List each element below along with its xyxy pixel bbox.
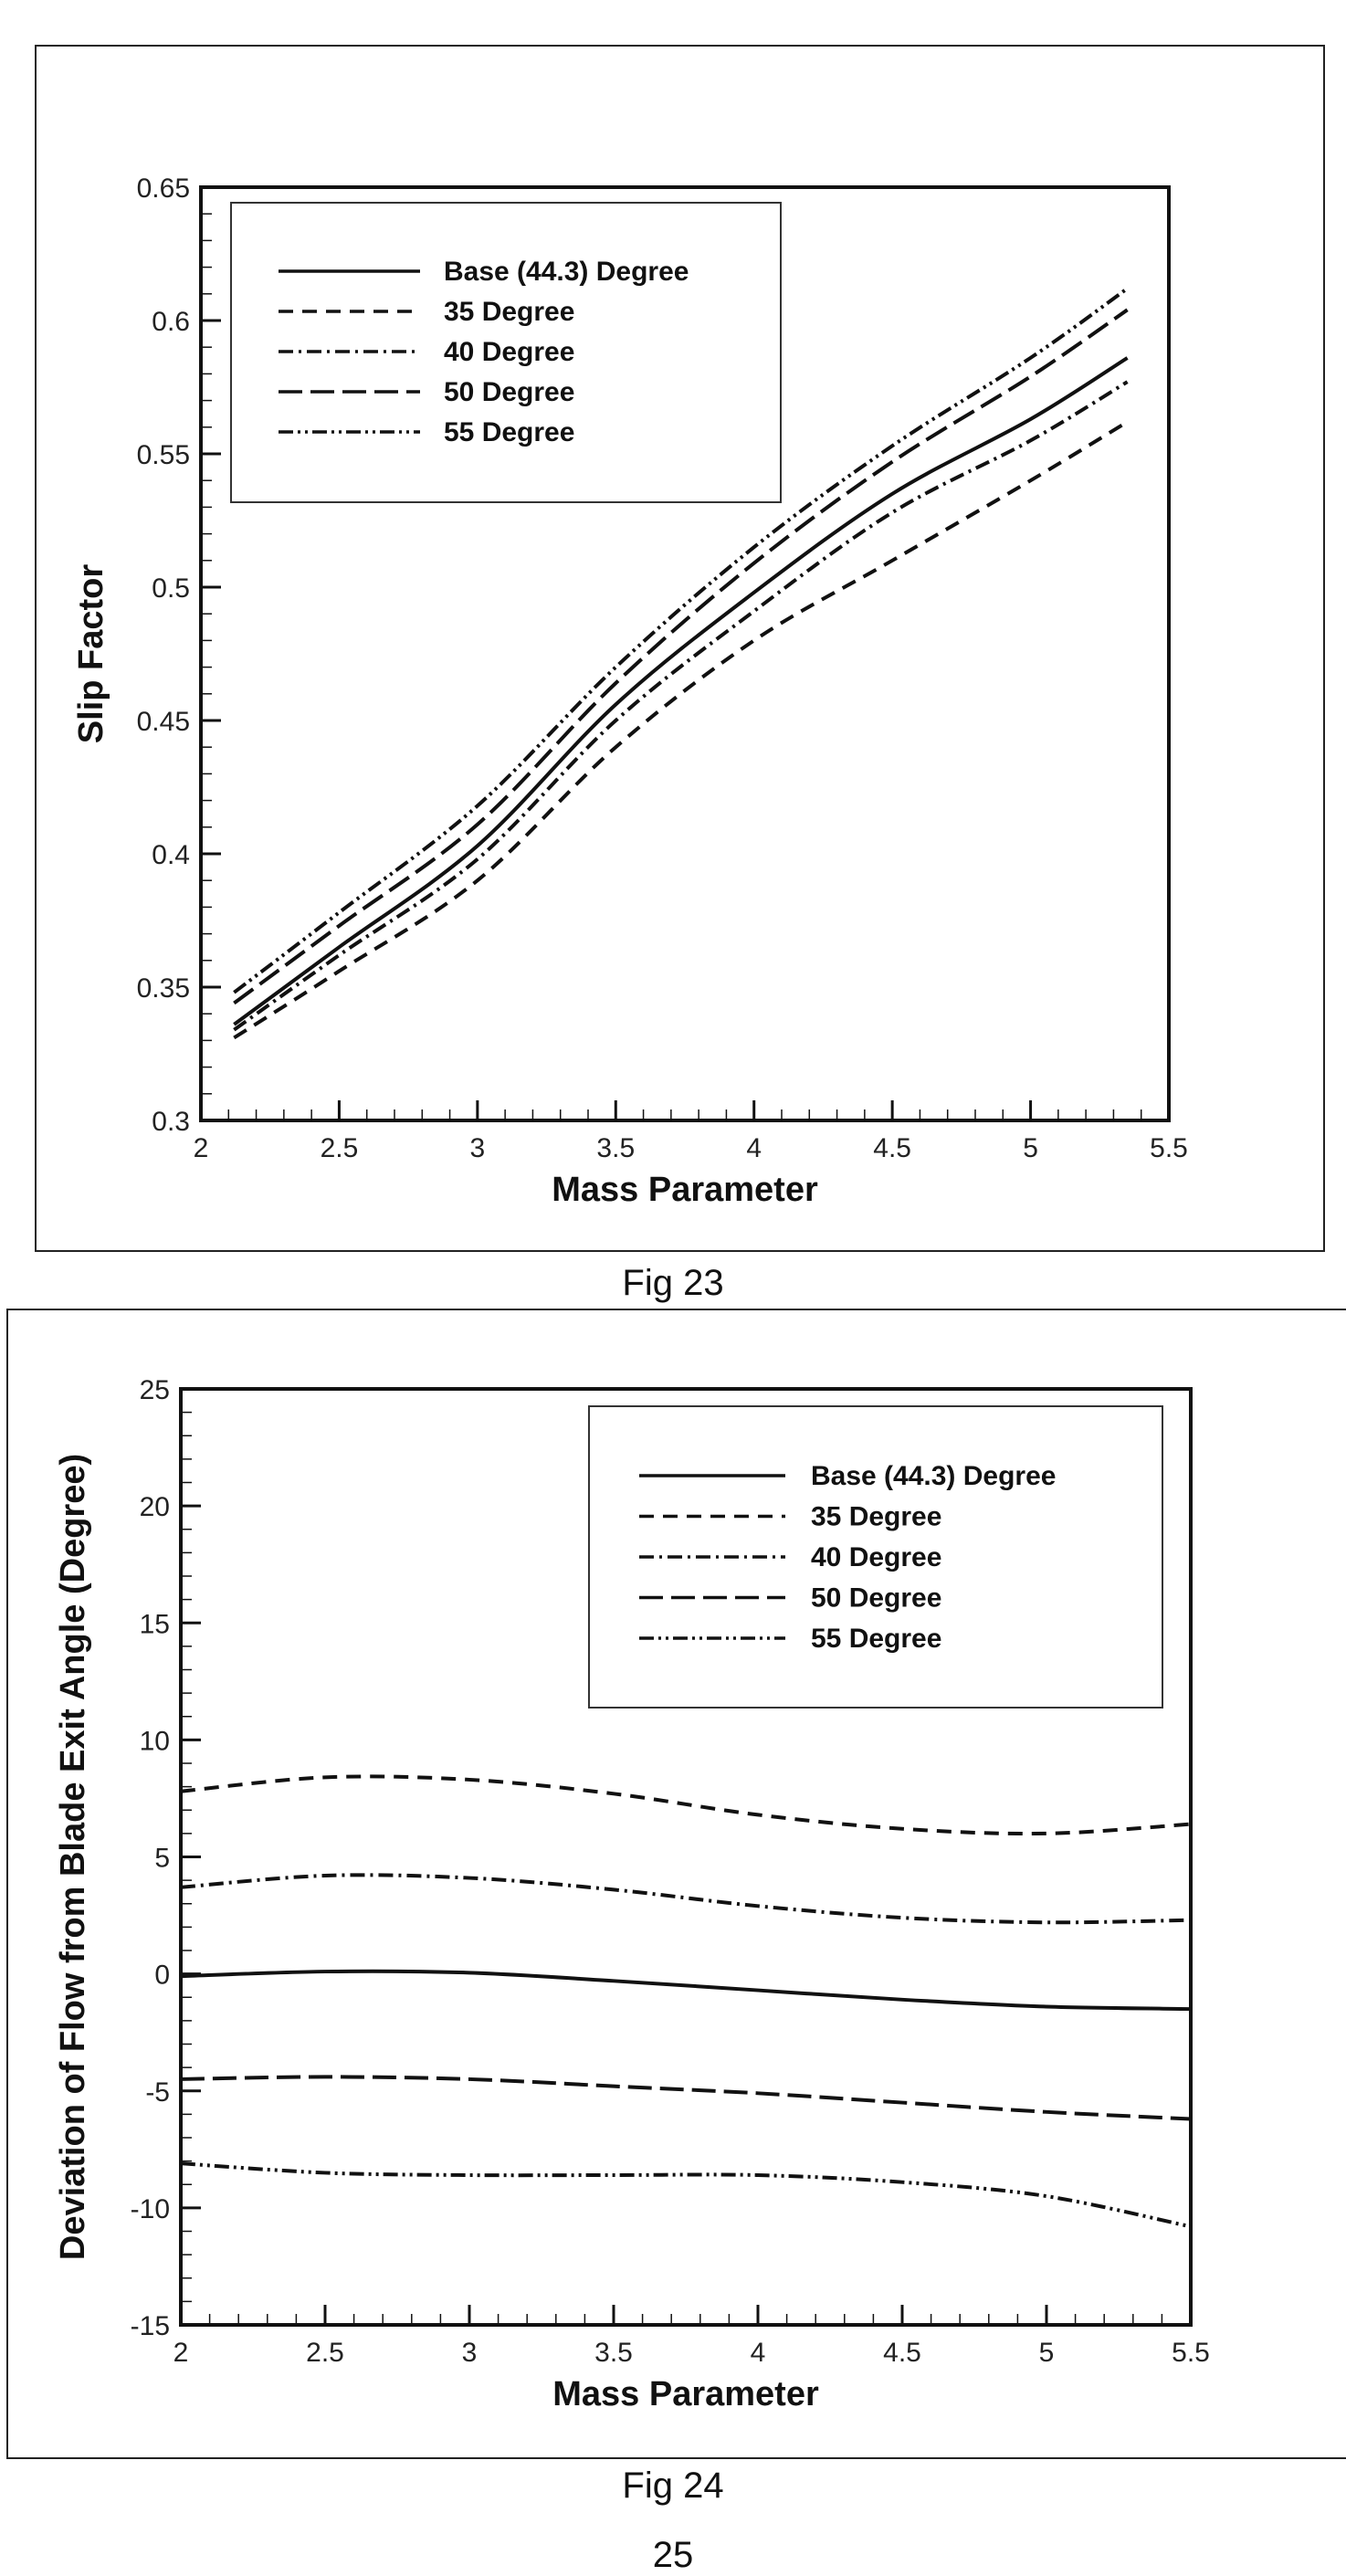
y-tick-label: 5 — [154, 1844, 170, 1874]
x-tick-label: 5 — [1039, 2338, 1055, 2368]
legend-label: 55 Degree — [811, 1624, 941, 1654]
chart-2: 2 2.5 3 3.5 4 4.5 5 5.5 -15 -10 -5 0 5 10 15 20 25 Mass P… — [54, 1375, 1210, 2413]
y-tick-label: -5 — [145, 2077, 170, 2108]
x-axis-title: Mass Parameter — [552, 1171, 818, 1209]
y-tick-label: 0.3 — [152, 1107, 190, 1137]
y-axis-title: Slip Factor — [72, 564, 110, 744]
y-tick-label: 0.4 — [152, 840, 190, 870]
x-tick-label: 2 — [194, 1133, 209, 1163]
series-dash-dot-line — [180, 1873, 1192, 1925]
legend-label: 35 Degree — [811, 1502, 941, 1532]
x-tick-label: 4 — [746, 1133, 762, 1163]
y-tick-label: -10 — [131, 2194, 170, 2224]
series-dash-dot-dot-line — [180, 2161, 1192, 2229]
plot-area-border — [199, 185, 1171, 1122]
y-tick-label: 0.5 — [152, 573, 190, 604]
y-tick-label: 0.6 — [152, 307, 190, 337]
series-solid-line — [180, 1969, 1192, 2012]
x-tick-label: 5 — [1023, 1133, 1038, 1163]
y-tick-label: 25 — [140, 1375, 170, 1405]
legend-label: Base (44.3) Degree — [811, 1461, 1056, 1491]
figure-24-caption: Fig 24 — [622, 2466, 724, 2506]
y-tick-label: 0.45 — [137, 707, 190, 737]
x-tick-label: 5.5 — [1150, 1133, 1188, 1163]
figure-23-frame — [35, 45, 1325, 1252]
y-tick-label: 0.55 — [137, 440, 190, 470]
y-tick-label: 0.65 — [137, 173, 190, 204]
y-axis-title: Deviation of Flow from Blade Exit Angle … — [54, 1454, 92, 2260]
x-axis-title: Mass Parameter — [552, 2375, 819, 2413]
series-dashed-line — [233, 420, 1129, 1040]
legend-box — [588, 1405, 1163, 1709]
series-dashed-line — [180, 1774, 1192, 1836]
legend-label: 55 Degree — [444, 417, 574, 447]
y-tick-label: 20 — [140, 1492, 170, 1522]
x-tick-label: 4.5 — [883, 2338, 921, 2368]
x-tick-label: 3 — [470, 1133, 486, 1163]
legend-label: 35 Degree — [444, 297, 574, 327]
x-tick-label: 4.5 — [873, 1133, 911, 1163]
x-tick-label: 2 — [174, 2338, 189, 2368]
legend-label: 40 Degree — [811, 1542, 941, 1572]
series-long-dash-line — [180, 2075, 1192, 2121]
legend-label: 50 Degree — [444, 377, 574, 407]
legend-label: 40 Degree — [444, 337, 574, 367]
figure-23-caption: Fig 23 — [622, 1263, 724, 1303]
y-tick-label: 15 — [140, 1609, 170, 1639]
series-dash-dot-dot-line — [233, 287, 1129, 994]
legend-label: Base (44.3) Degree — [444, 257, 689, 287]
figure-24-frame — [6, 1309, 1346, 2459]
x-tick-label: 2.5 — [306, 2338, 344, 2368]
series-dash-dot-line — [233, 380, 1129, 1032]
x-tick-label: 3 — [462, 2338, 478, 2368]
x-tick-label: 2.5 — [321, 1133, 359, 1163]
x-tick-label: 3.5 — [596, 1133, 635, 1163]
chart-1: 2 2.5 3 3.5 4 4.5 5 5.5 0.3 0.35 0.4 0.45 0.5 0.55 0.6… — [72, 173, 1188, 1209]
x-tick-label: 4 — [751, 2338, 766, 2368]
y-tick-label: -15 — [131, 2311, 170, 2341]
x-tick-label: 3.5 — [594, 2338, 633, 2368]
legend-label: 50 Degree — [811, 1583, 941, 1614]
x-tick-label: 5.5 — [1172, 2338, 1210, 2368]
series-solid-line — [233, 356, 1129, 1026]
y-tick-label: 0.35 — [137, 973, 190, 1004]
y-tick-label: 10 — [140, 1726, 170, 1756]
y-tick-label: 0 — [154, 1961, 170, 1991]
legend-box — [230, 202, 782, 503]
series-long-dash-line — [233, 308, 1129, 1005]
